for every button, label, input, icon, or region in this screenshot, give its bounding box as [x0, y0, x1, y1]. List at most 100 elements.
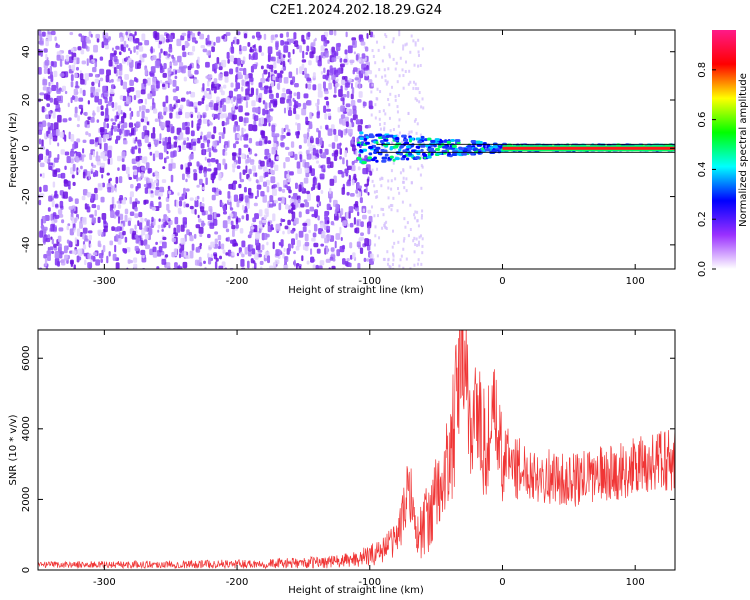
- colorbar: 0.00.20.40.60.8 Normalized spectral ampl…: [697, 30, 749, 277]
- spectrogram-cell: [286, 173, 290, 179]
- spectrogram-cell: [403, 237, 406, 241]
- spectrogram-cell: [133, 123, 136, 127]
- spectrogram-cell: [104, 32, 109, 38]
- spectrogram-cell: [298, 230, 304, 238]
- spectrogram-cell: [255, 31, 261, 38]
- spectrogram-cell: [176, 224, 181, 233]
- spectrogram-cell: [264, 102, 268, 110]
- spectrogram-cell: [214, 261, 218, 269]
- spectrogram-cell: [172, 88, 177, 93]
- spectrogram-cell: [61, 85, 67, 92]
- spectrogram-cell: [57, 142, 60, 147]
- spectrogram-cell: [217, 112, 220, 121]
- spectrogram-cell: [76, 124, 80, 128]
- spectrogram-cell: [405, 60, 408, 64]
- spectrogram-cell: [88, 73, 93, 77]
- spectrogram-cell: [329, 178, 335, 186]
- spectrogram-cell: [326, 203, 331, 211]
- spectrogram-cell: [416, 262, 419, 266]
- spectrogram-cell: [284, 225, 289, 230]
- spectrogram-cell: [298, 151, 303, 155]
- spectrogram-cell: [278, 77, 283, 83]
- spectrogram-cell: [358, 34, 364, 40]
- spectrogram-cell: [412, 239, 415, 243]
- spectrogram-cell: [292, 49, 295, 55]
- spectrogram-cell: [90, 162, 94, 167]
- spectrogram-cell: [230, 82, 234, 88]
- spectrogram-cell: [270, 224, 274, 230]
- spectrogram-cell: [216, 56, 220, 64]
- spectrogram-cell: [109, 240, 114, 246]
- spectrogram-cell: [417, 87, 420, 91]
- spectrogram-cell: [386, 80, 389, 84]
- spectrogram-cell: [427, 152, 431, 156]
- spectrogram-cell: [365, 186, 368, 194]
- spectrogram-cell: [199, 33, 205, 40]
- spectrogram-cell: [223, 205, 226, 212]
- spectrogram-cell: [207, 257, 212, 265]
- spectrogram-cell: [256, 189, 259, 198]
- spectrogram-cell: [152, 108, 158, 114]
- spectrogram-cell: [45, 114, 50, 120]
- spectrogram-cell: [95, 155, 101, 162]
- spectrogram-cell: [213, 103, 219, 111]
- spectrogram-cell: [95, 88, 101, 93]
- spectrogram-cell: [274, 34, 279, 38]
- spectrogram-cell: [126, 60, 129, 66]
- spectrogram-cell: [348, 78, 352, 82]
- spectrogram-cell: [418, 235, 421, 239]
- spectrogram-cell: [275, 223, 281, 232]
- spectrogram-cell: [266, 241, 269, 246]
- spectrogram-cell: [307, 127, 310, 133]
- spectrogram-cell: [196, 195, 200, 200]
- spectrogram-cell: [375, 40, 378, 44]
- spectrogram-cell: [151, 216, 154, 222]
- spectrogram-cell: [254, 195, 258, 200]
- spectrogram-cell: [138, 147, 142, 154]
- spectrogram-cell: [70, 133, 75, 142]
- spectrogram-cell: [311, 237, 316, 242]
- spectrogram-cell: [421, 97, 424, 101]
- spectrogram-ytick-label: 40: [21, 45, 32, 58]
- spectrogram-cell: [153, 139, 159, 145]
- spectrogram-cell: [288, 151, 294, 156]
- colorbar-ticks: 0.00.20.40.60.8: [697, 62, 716, 277]
- spectrogram-cell: [329, 196, 332, 203]
- spectrogram-cell: [123, 113, 126, 118]
- spectrogram-cell: [444, 139, 448, 143]
- spectrogram-cell: [397, 187, 400, 191]
- spectrogram-cell: [154, 205, 160, 211]
- spectrogram-cell: [211, 194, 216, 201]
- spectrogram-cell: [260, 77, 266, 84]
- spectrogram-cell: [325, 258, 331, 263]
- spectrogram-cell: [394, 94, 397, 98]
- spectrogram-cell: [193, 233, 197, 239]
- spectrogram-cell: [239, 172, 242, 180]
- spectrogram-cell: [355, 119, 361, 125]
- spectrogram-cell: [133, 46, 136, 53]
- spectrogram-cell: [395, 61, 398, 65]
- spectrogram-cell: [374, 103, 377, 107]
- spectrogram-cell: [312, 147, 317, 156]
- spectrogram-cell: [272, 75, 276, 81]
- spectrogram-cell: [381, 156, 388, 160]
- spectrogram-cell: [248, 124, 254, 131]
- spectrogram-cell: [371, 49, 374, 53]
- spectrogram-cell: [68, 196, 72, 203]
- spectrogram-cell: [186, 99, 190, 107]
- spectrogram-cell: [43, 68, 48, 74]
- spectrogram-cell: [433, 144, 437, 148]
- spectrogram-cell: [344, 150, 348, 158]
- spectrogram-cell: [118, 51, 122, 56]
- spectrogram-cell: [189, 64, 193, 69]
- spectrogram-cell: [117, 216, 121, 224]
- spectrogram-cell: [248, 177, 252, 182]
- spectrogram-cell: [288, 106, 292, 111]
- spectrogram-frame: [37, 29, 676, 270]
- spectrogram-cell: [255, 232, 260, 240]
- spectrogram-cell: [375, 146, 381, 150]
- spectrogram-cell: [293, 104, 298, 109]
